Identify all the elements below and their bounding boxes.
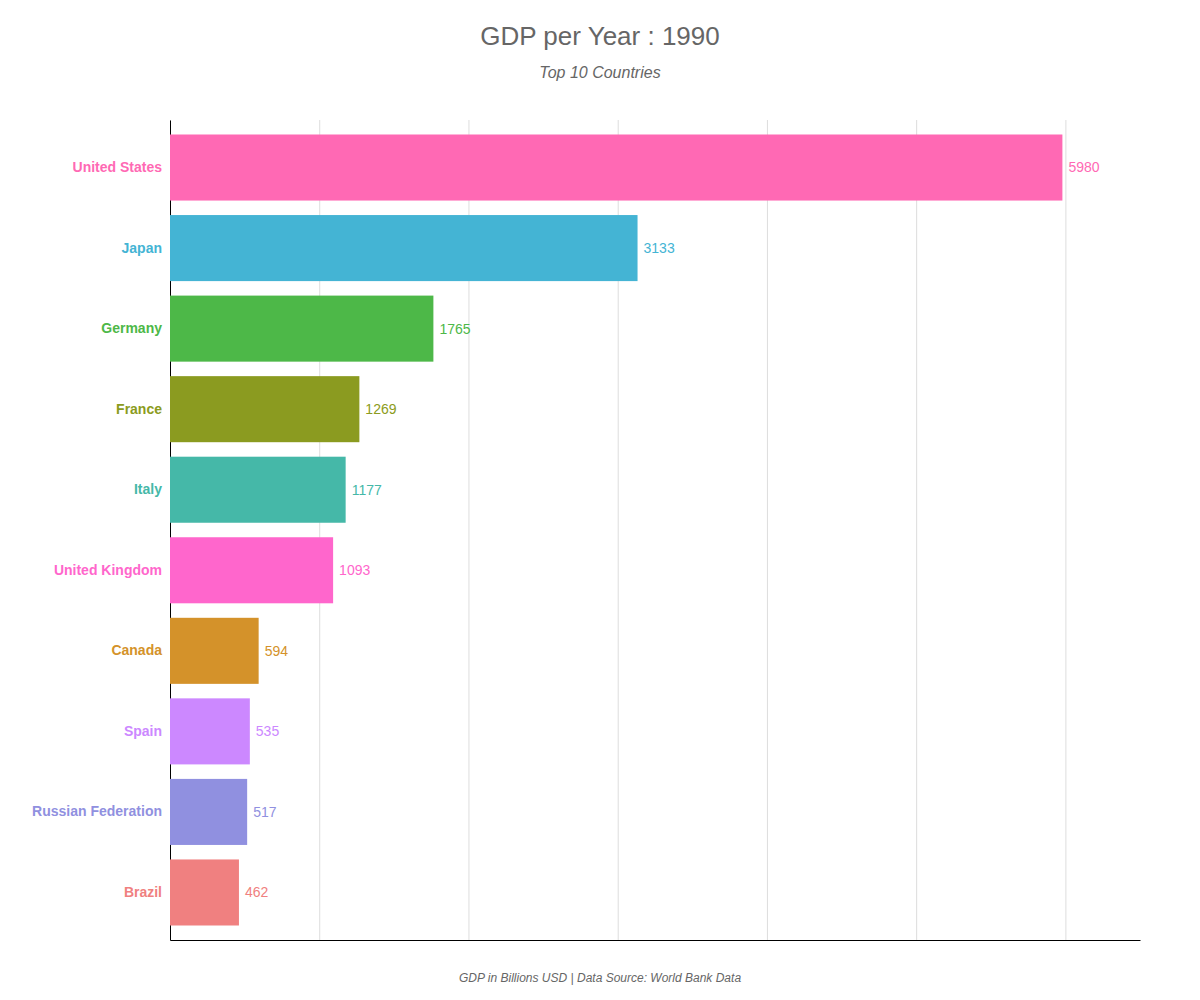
bar	[170, 215, 638, 281]
plot: United States Japan Germany France Italy Unit…	[32, 120, 1140, 941]
y-tick: United States	[73, 159, 170, 175]
data-label: 1093	[339, 562, 370, 578]
bar	[170, 296, 433, 362]
bars	[170, 134, 1062, 925]
grid-line	[916, 120, 917, 940]
x-axis	[171, 120, 1141, 941]
bar	[170, 134, 1062, 200]
data-label: 1177	[352, 482, 382, 498]
y-tick: Brazil	[124, 884, 170, 900]
y-tick: United Kingdom	[54, 562, 170, 578]
y-tick-label: United States	[73, 159, 163, 175]
x-tick	[767, 120, 768, 940]
y-tick-label: Brazil	[124, 884, 162, 900]
y-tick: Russian Federation	[32, 803, 170, 819]
bar	[170, 618, 259, 684]
data-label: 594	[265, 643, 289, 659]
y-tick-label: Japan	[122, 240, 162, 256]
y-tick: Spain	[124, 723, 170, 739]
y-tick-label: Germany	[101, 320, 162, 336]
title: GDP per Year : 1990	[480, 21, 719, 51]
bar	[170, 698, 250, 764]
bar	[170, 859, 239, 925]
y-tick: Canada	[111, 642, 170, 658]
data-label: 462	[245, 884, 269, 900]
y-tick-label: Russian Federation	[32, 803, 162, 819]
data-label: 1765	[439, 321, 470, 337]
y-tick-label: United Kingdom	[54, 562, 162, 578]
y-tick: Italy	[134, 481, 170, 497]
data-label: 517	[253, 804, 277, 820]
bar	[170, 779, 247, 845]
y-axis: United States Japan Germany France Italy Unit…	[32, 121, 170, 941]
x-axis-line	[171, 940, 1141, 941]
data-label: 535	[256, 723, 280, 739]
caption: GDP in Billions USD | Data Source: World…	[459, 971, 741, 985]
data-labels: 5980 3133 1765 1269 1177 1093 594 535 517 462	[245, 159, 1100, 900]
y-tick-label: France	[116, 401, 162, 417]
y-tick-label: Canada	[111, 642, 162, 658]
y-tick: France	[116, 401, 170, 417]
y-tick: Japan	[122, 240, 170, 256]
data-label: 5980	[1068, 159, 1099, 175]
x-tick	[916, 120, 917, 940]
bar	[170, 457, 346, 523]
data-label: 3133	[644, 240, 675, 256]
data-label: 1269	[365, 401, 396, 417]
chart: GDP per Year : 1990 Top 10 Countries GDP i…	[0, 0, 1200, 1000]
grid-line	[767, 120, 768, 940]
bar	[170, 537, 333, 603]
grid-line	[1065, 120, 1066, 940]
bar	[170, 376, 359, 442]
y-tick: Germany	[101, 320, 170, 336]
subtitle: Top 10 Countries	[539, 64, 660, 81]
y-tick-label: Italy	[134, 481, 162, 497]
y-tick-label: Spain	[124, 723, 162, 739]
x-tick	[1065, 120, 1066, 940]
